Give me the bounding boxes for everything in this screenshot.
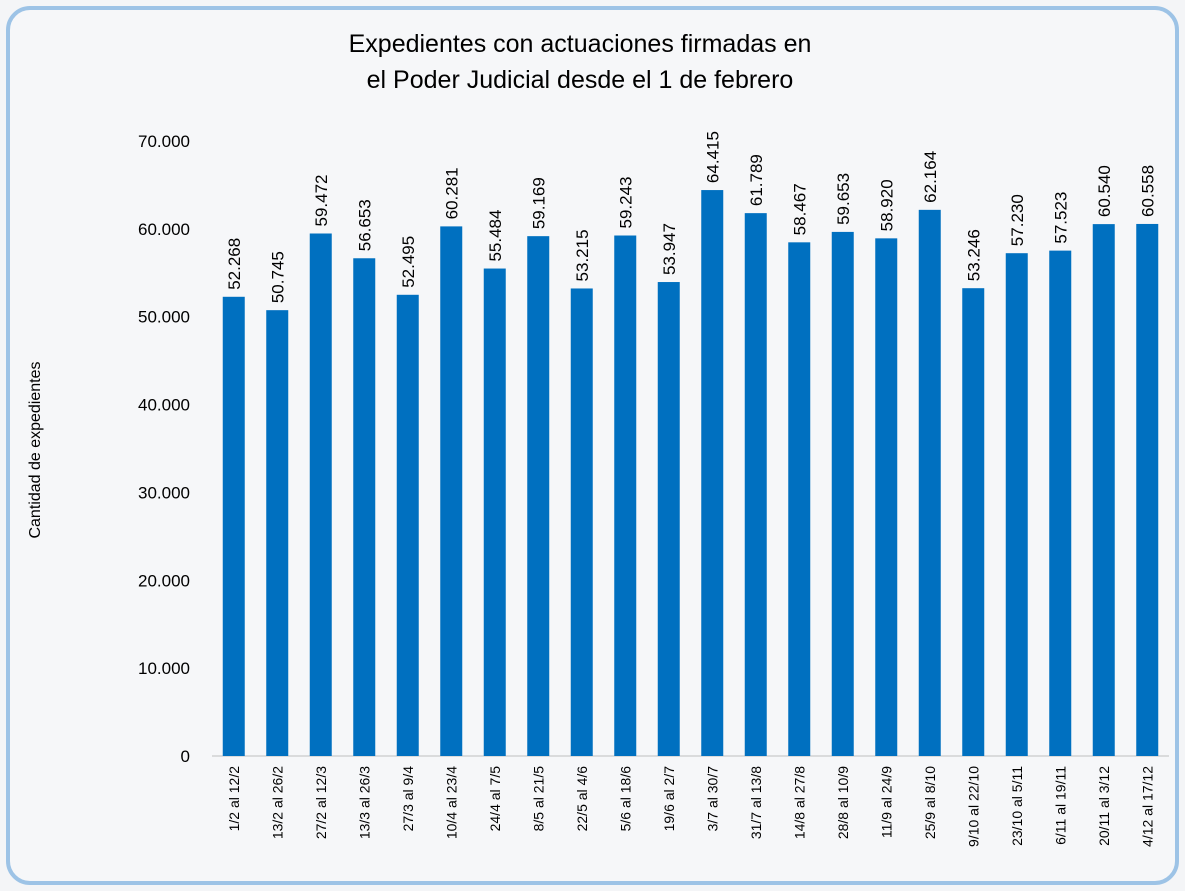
x-tick-label: 11/9 al 24/9 bbox=[878, 766, 894, 838]
x-tick-label: 5/6 al 18/6 bbox=[617, 766, 633, 832]
x-tick-label: 4/12 al 17/12 bbox=[1139, 766, 1155, 847]
x-tick-label: 13/2 al 26/2 bbox=[269, 766, 285, 839]
value-label: 50.745 bbox=[268, 251, 287, 303]
value-label: 60.558 bbox=[1138, 165, 1157, 217]
value-label: 57.523 bbox=[1051, 192, 1070, 244]
chart-title: Expedientes con actuaciones firmadas en bbox=[349, 30, 812, 58]
bar bbox=[483, 268, 506, 756]
value-label: 55.484 bbox=[486, 210, 505, 262]
bar bbox=[744, 213, 767, 756]
bar bbox=[701, 190, 724, 756]
x-tick-label: 20/11 al 3/12 bbox=[1096, 766, 1112, 846]
bar bbox=[657, 282, 680, 756]
bar bbox=[788, 242, 811, 757]
x-tick-label: 9/10 al 22/10 bbox=[965, 766, 981, 847]
x-tick-label: 10/4 al 23/4 bbox=[443, 766, 459, 839]
value-label: 59.169 bbox=[529, 177, 548, 229]
value-label: 60.281 bbox=[442, 167, 461, 219]
value-label: 64.415 bbox=[703, 131, 722, 183]
y-tick-label: 10.000 bbox=[138, 659, 190, 678]
value-label: 62.164 bbox=[921, 151, 940, 203]
bar bbox=[527, 236, 550, 756]
bar bbox=[353, 258, 376, 756]
value-label: 58.467 bbox=[790, 183, 809, 235]
bar bbox=[875, 238, 898, 757]
x-tick-label: 14/8 al 27/8 bbox=[791, 766, 807, 839]
chart-title: el Poder Judicial desde el 1 de febrero bbox=[367, 66, 794, 94]
value-label: 56.653 bbox=[355, 199, 374, 251]
bar bbox=[266, 310, 289, 756]
value-label: 52.495 bbox=[399, 236, 418, 288]
y-tick-label: 50.000 bbox=[138, 308, 190, 327]
bar bbox=[614, 235, 637, 756]
bar bbox=[918, 209, 941, 757]
bar bbox=[396, 294, 419, 756]
bar bbox=[1005, 253, 1028, 756]
bar bbox=[309, 233, 332, 757]
x-tick-label: 23/10 al 5/11 bbox=[1009, 766, 1025, 846]
bar bbox=[831, 231, 854, 757]
x-tick-label: 24/4 al 7/5 bbox=[487, 766, 503, 832]
bar bbox=[440, 226, 463, 756]
y-tick-label: 40.000 bbox=[138, 396, 190, 415]
bar bbox=[962, 288, 985, 756]
x-tick-label: 19/6 al 2/7 bbox=[661, 766, 677, 832]
bar bbox=[1092, 224, 1115, 756]
x-tick-label: 31/7 al 13/8 bbox=[748, 766, 764, 839]
value-label: 58.920 bbox=[877, 179, 896, 231]
y-axis-label: Cantidad de expedientes bbox=[27, 361, 44, 538]
x-tick-label: 22/5 al 4/6 bbox=[574, 766, 590, 832]
x-tick-label: 8/5 al 21/5 bbox=[530, 766, 546, 832]
bar bbox=[1049, 250, 1072, 756]
bar bbox=[570, 288, 593, 756]
y-tick-label: 60.000 bbox=[138, 220, 190, 239]
value-label: 57.230 bbox=[1008, 194, 1027, 246]
value-label: 52.268 bbox=[225, 238, 244, 290]
x-tick-label: 1/2 al 12/2 bbox=[226, 766, 242, 832]
x-tick-label: 25/9 al 8/10 bbox=[922, 766, 938, 839]
value-label: 59.243 bbox=[616, 177, 635, 229]
y-tick-label: 0 bbox=[181, 747, 190, 766]
y-tick-label: 70.000 bbox=[138, 132, 190, 151]
x-tick-label: 6/11 al 19/11 bbox=[1052, 766, 1068, 845]
bar bbox=[1136, 223, 1159, 756]
value-label: 53.246 bbox=[964, 229, 983, 281]
value-label: 59.472 bbox=[312, 174, 331, 226]
bar bbox=[222, 296, 245, 756]
x-tick-label: 28/8 al 10/9 bbox=[835, 766, 851, 839]
value-label: 53.947 bbox=[660, 223, 679, 275]
x-tick-label: 13/3 al 26/3 bbox=[356, 766, 372, 839]
y-tick-label: 30.000 bbox=[138, 483, 190, 502]
x-tick-label: 3/7 al 30/7 bbox=[704, 766, 720, 832]
y-tick-label: 20.000 bbox=[138, 571, 190, 590]
value-label: 59.653 bbox=[834, 173, 853, 225]
value-label: 53.215 bbox=[573, 229, 592, 281]
x-tick-label: 27/3 al 9/4 bbox=[400, 766, 416, 832]
value-label: 60.540 bbox=[1095, 165, 1114, 217]
value-label: 61.789 bbox=[747, 154, 766, 206]
x-tick-label: 27/2 al 12/3 bbox=[313, 766, 329, 839]
